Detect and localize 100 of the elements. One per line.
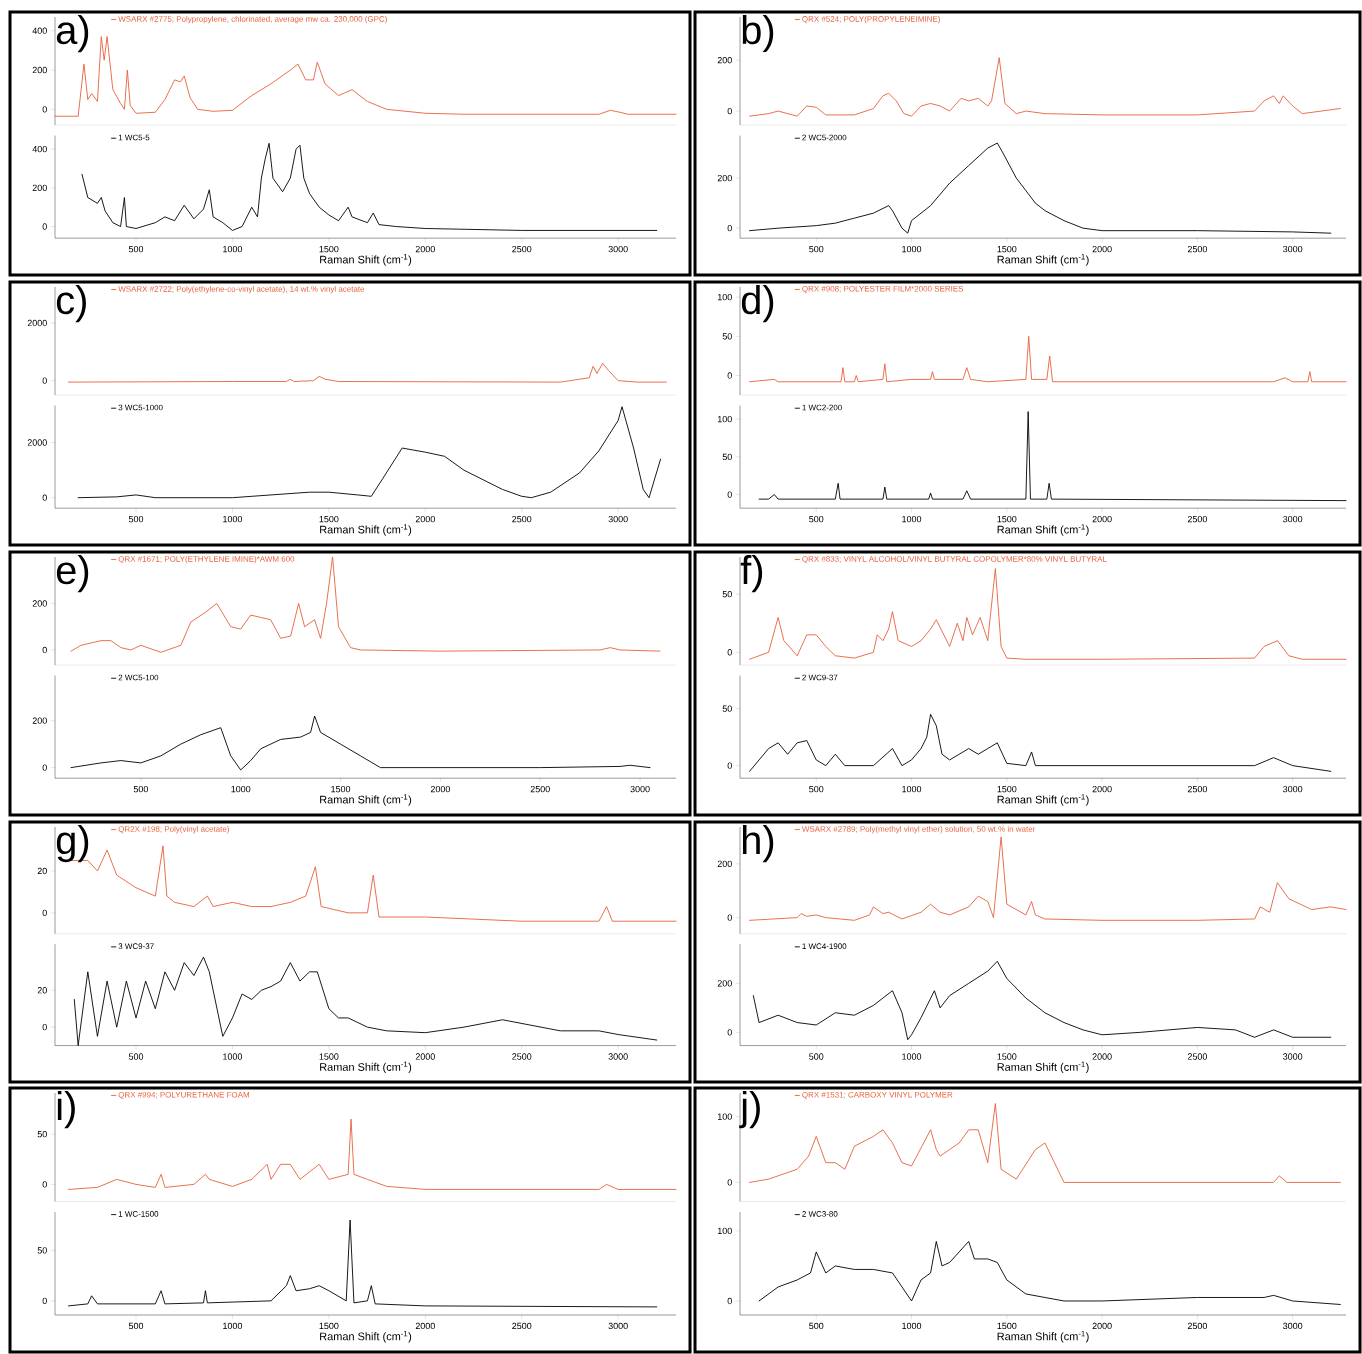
y-tick-label: 0: [42, 764, 47, 771]
x-tick-label: 500: [809, 1322, 824, 1330]
x-tick-label: 3000: [1283, 245, 1303, 253]
y-tick-label: 100: [717, 1113, 732, 1120]
x-axis-title: Raman Shift (cm$^{-1}$): [997, 524, 1089, 536]
line-series: [749, 335, 1347, 383]
line-series: [749, 57, 1341, 117]
annotation: i): [57, 1091, 75, 1129]
y-tick-label: 0: [727, 914, 732, 921]
x-axis-title: Raman Shift (cm$^{-1}$): [320, 1330, 412, 1343]
y-tick-label: 0: [42, 1297, 47, 1305]
annotation: g): [56, 825, 89, 863]
x-tick-label: 2000: [1092, 1053, 1112, 1060]
x-tick-label: 2500: [1187, 1322, 1208, 1330]
x-tick-label: 2500: [1187, 515, 1208, 523]
annotation: f): [740, 555, 763, 593]
x-tick-label: 2000: [1092, 515, 1112, 523]
y-tick-label: 2000: [27, 439, 47, 446]
y-tick-label: 0: [42, 646, 47, 654]
x-tick-label: 1500: [997, 245, 1017, 253]
y-tick-label: 50: [722, 590, 732, 598]
y-tick-label: 200: [32, 66, 47, 74]
x-tick-label: 2000: [430, 785, 451, 793]
y-tick-label: 200: [717, 860, 732, 868]
y-tick-label: 0: [727, 1297, 732, 1305]
annotation: c): [56, 285, 86, 323]
y-tick-label: 20: [37, 987, 47, 994]
y-tick-label: 0: [727, 649, 732, 656]
x-tick-label: 1000: [902, 785, 922, 793]
x-tick-label: 500: [809, 245, 824, 253]
x-tick-label: 500: [809, 785, 824, 793]
y-tick-label: 200: [717, 174, 732, 182]
y-tick-label: 0: [42, 1181, 47, 1188]
x-tick-label: 1000: [902, 1322, 922, 1330]
x-tick-label: 1000: [223, 515, 243, 523]
annotation: b): [742, 15, 774, 53]
x-tick-label: 1000: [223, 245, 243, 253]
x-tick-label: 2000: [415, 1322, 435, 1330]
annotation: d): [741, 285, 774, 323]
y-tick-label: 0: [42, 1023, 47, 1031]
y-tick-label: 2000: [27, 319, 47, 327]
y-tick-label: 50: [722, 705, 732, 712]
x-tick-label: 1000: [231, 785, 251, 793]
x-tick-label: 500: [128, 245, 144, 253]
line-series: [749, 142, 1332, 234]
y-tick-label: 0: [42, 909, 47, 917]
line-series: [68, 362, 667, 383]
x-tick-label: 500: [128, 515, 144, 523]
y-tick-label: 0: [727, 1179, 732, 1186]
x-tick-label: 2500: [512, 245, 532, 253]
x-tick-label: 1500: [319, 1053, 339, 1060]
annotation: a): [56, 15, 89, 53]
x-tick-label: 3000: [1283, 1322, 1303, 1330]
y-tick-label: 0: [727, 224, 732, 232]
annotation: j): [739, 1091, 760, 1129]
annotation: e): [56, 555, 89, 593]
x-tick-label: 2500: [512, 515, 532, 523]
x-tick-label: 2000: [1092, 1322, 1112, 1330]
line-series: [752, 960, 1332, 1041]
y-tick-label: 50: [37, 1130, 47, 1138]
x-tick-label: 1500: [997, 1053, 1017, 1060]
y-tick-label: 0: [727, 762, 732, 769]
x-tick-label: 1500: [997, 1322, 1017, 1330]
x-tick-label: 2000: [415, 245, 435, 253]
x-axis-title: Raman Shift (cm$^{-1}$): [320, 254, 412, 266]
x-tick-label: 1000: [902, 245, 922, 253]
x-tick-label: 1500: [997, 785, 1017, 793]
x-tick-label: 3000: [608, 1053, 628, 1060]
x-tick-label: 2000: [415, 515, 435, 523]
x-tick-label: 1500: [319, 1322, 339, 1330]
x-tick-label: 3000: [630, 785, 650, 793]
x-tick-label: 2000: [415, 1053, 435, 1060]
x-tick-label: 2500: [1187, 785, 1208, 793]
x-axis-title: Raman Shift (cm$^{-1}$): [997, 794, 1089, 806]
x-tick-label: 500: [128, 1053, 144, 1060]
x-tick-label: 500: [809, 1053, 824, 1060]
x-tick-label: 1000: [902, 515, 922, 523]
y-tick-label: 100: [717, 293, 732, 301]
y-tick-label: 0: [42, 106, 47, 113]
x-tick-label: 3000: [1283, 515, 1303, 523]
y-tick-label: 50: [722, 453, 732, 461]
x-tick-label: 500: [809, 515, 824, 523]
x-tick-label: 2500: [512, 1053, 532, 1060]
x-tick-label: 500: [133, 785, 148, 793]
y-tick-label: 0: [727, 1029, 732, 1036]
line-series: [68, 1219, 658, 1308]
y-tick-label: 0: [42, 223, 47, 230]
x-tick-label: 1000: [223, 1322, 243, 1330]
x-axis-title: Raman Shift (cm$^{-1}$): [320, 794, 412, 806]
x-axis-title: Raman Shift (cm$^{-1}$): [997, 254, 1089, 266]
y-tick-label: 0: [42, 494, 47, 501]
x-tick-label: 2000: [1092, 785, 1112, 793]
x-tick-label: 1500: [319, 245, 339, 253]
x-tick-label: 1000: [223, 1053, 243, 1060]
y-tick-label: 400: [32, 27, 47, 34]
x-tick-label: 2500: [1187, 1053, 1208, 1060]
y-tick-label: 20: [37, 867, 47, 875]
annotation: h): [742, 825, 774, 863]
x-tick-label: 2500: [1187, 245, 1208, 253]
y-tick-label: 0: [42, 377, 47, 384]
